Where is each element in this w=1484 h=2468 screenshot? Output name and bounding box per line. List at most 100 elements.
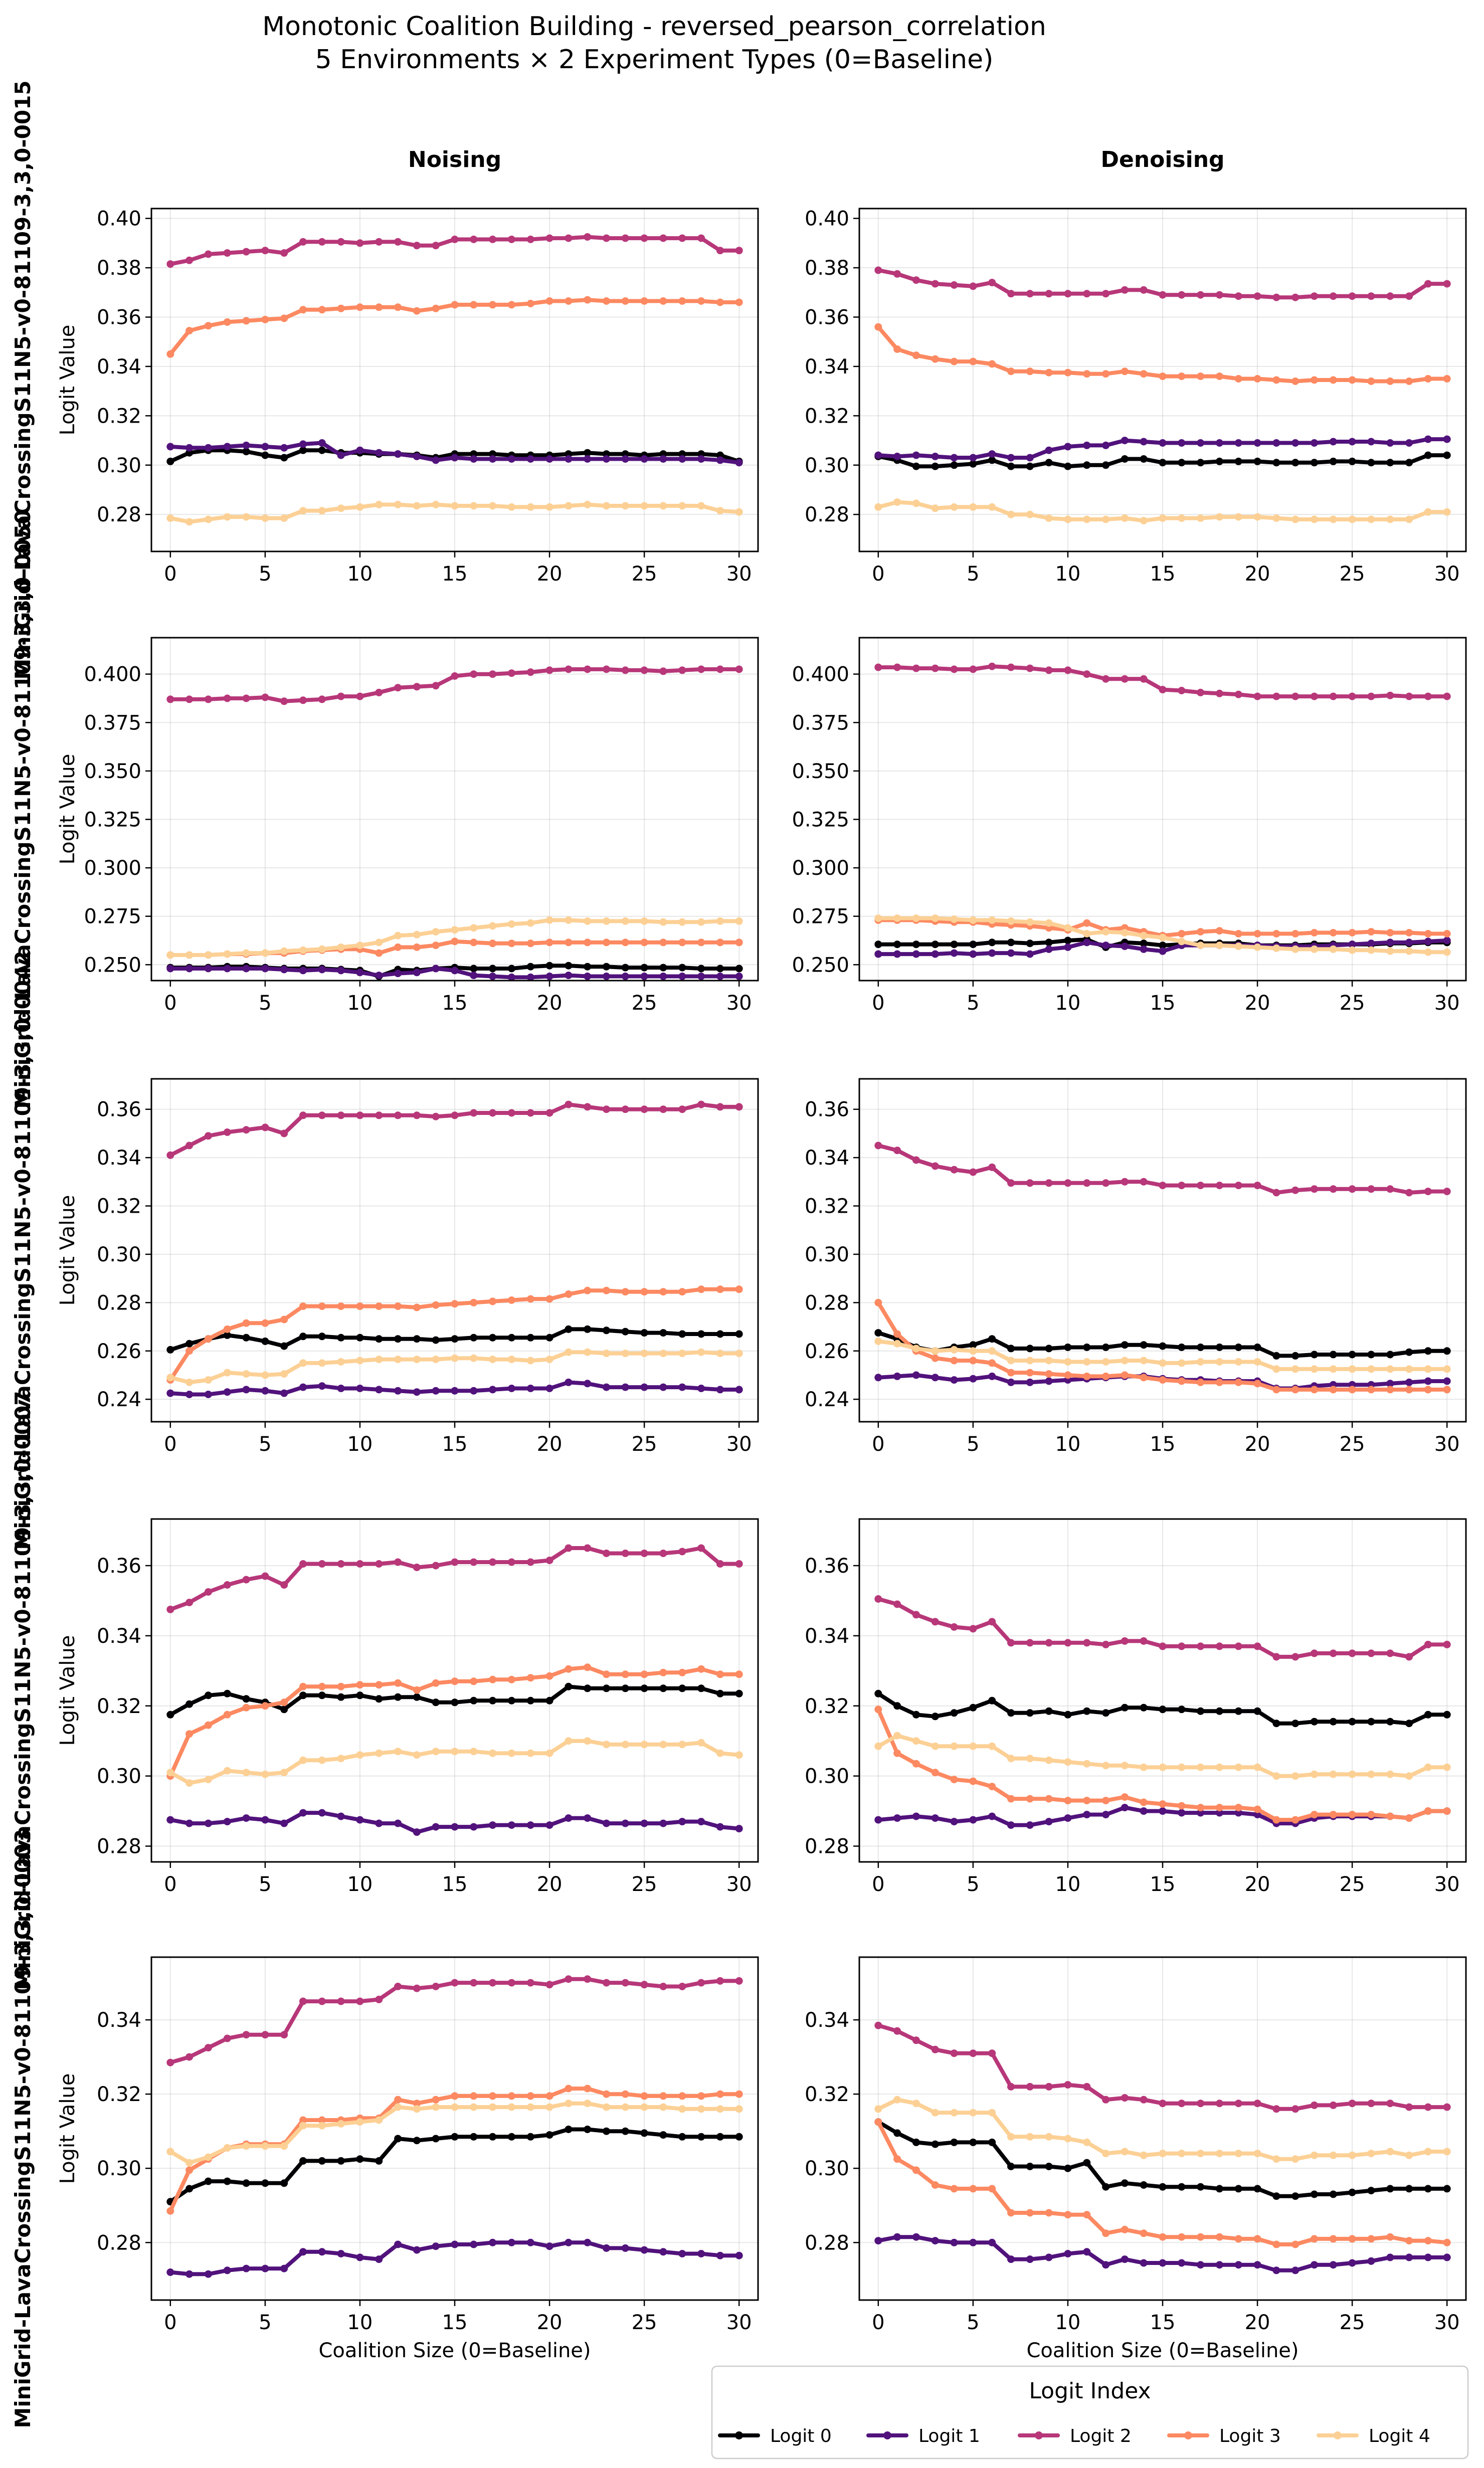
data-point-logit-2 [1348, 692, 1356, 700]
data-point-logit-4 [659, 1350, 667, 1358]
data-point-logit-2 [186, 2053, 194, 2061]
data-point-logit-1 [988, 949, 996, 957]
data-point-logit-0 [603, 1326, 610, 1335]
data-point-logit-2 [186, 256, 194, 264]
data-point-logit-1 [716, 1386, 724, 1394]
data-point-logit-3 [186, 1730, 194, 1738]
data-point-logit-2 [261, 2031, 269, 2039]
data-point-logit-0 [489, 965, 497, 973]
data-point-logit-3 [166, 2207, 174, 2215]
data-point-logit-4 [697, 2105, 705, 2113]
data-point-logit-2 [507, 1979, 515, 1987]
data-point-logit-2 [1348, 1185, 1356, 1193]
data-point-logit-0 [1234, 2185, 1242, 2193]
data-point-logit-1 [1121, 942, 1129, 951]
data-point-logit-0 [280, 2179, 288, 2187]
y-tick-label: 0.28 [97, 1835, 141, 1858]
data-point-logit-2 [1007, 1639, 1015, 1647]
data-point-logit-4 [186, 2159, 194, 2167]
data-point-logit-4 [584, 2100, 592, 2108]
data-point-logit-2 [318, 238, 326, 246]
data-point-logit-3 [1386, 377, 1394, 385]
data-point-logit-1 [1026, 1821, 1034, 1829]
data-point-logit-4 [1367, 1365, 1375, 1373]
x-tick-label: 25 [632, 992, 657, 1015]
data-point-logit-2 [223, 1581, 231, 1589]
legend-label-logit-2: Logit 2 [1070, 2426, 1132, 2446]
data-point-logit-3 [950, 1357, 958, 1365]
data-point-logit-2 [166, 1605, 174, 1613]
data-point-logit-4 [931, 1742, 939, 1750]
data-point-logit-4 [1121, 929, 1129, 936]
data-point-logit-2 [1253, 1182, 1261, 1190]
data-point-logit-1 [223, 2266, 231, 2274]
data-point-logit-3 [1121, 1793, 1129, 1801]
y-tick-label: 0.28 [805, 2231, 849, 2254]
data-point-logit-3 [261, 1702, 269, 1710]
data-point-logit-1 [413, 453, 421, 460]
data-point-logit-2 [1102, 2096, 1110, 2104]
data-point-logit-1 [874, 451, 882, 459]
x-tick-label: 0 [872, 1433, 884, 1456]
data-point-logit-0 [1140, 939, 1148, 947]
data-point-logit-3 [565, 1665, 573, 1673]
x-tick-label: 15 [1150, 562, 1176, 586]
data-point-logit-4 [893, 914, 901, 922]
data-point-logit-3 [1329, 1386, 1337, 1394]
x-tick-label: 30 [1434, 992, 1460, 1015]
data-point-logit-1 [893, 950, 901, 958]
data-point-logit-1 [1348, 2259, 1356, 2267]
data-point-logit-0 [584, 1325, 592, 1333]
data-point-logit-3 [1159, 1376, 1167, 1384]
data-point-logit-4 [432, 1356, 440, 1364]
data-point-logit-0 [186, 2185, 194, 2193]
data-point-logit-4 [1026, 2133, 1034, 2141]
data-point-logit-4 [1405, 947, 1413, 955]
data-point-logit-2 [432, 242, 440, 250]
data-point-logit-1 [470, 972, 478, 980]
data-point-logit-0 [242, 2179, 250, 2187]
row-label: MiniGrid-LavaCrossingS11N5-v0-81109-3,3,… [11, 1391, 35, 1990]
data-point-logit-1 [186, 1819, 194, 1827]
y-tick-label: 0.38 [97, 257, 141, 280]
data-point-logit-1 [186, 444, 194, 452]
data-point-logit-0 [603, 963, 610, 971]
data-point-logit-2 [1443, 1640, 1451, 1648]
data-point-logit-4 [413, 502, 421, 510]
data-point-logit-2 [1102, 675, 1110, 683]
data-point-logit-2 [451, 1111, 459, 1119]
data-point-logit-4 [659, 918, 667, 926]
data-point-logit-0 [1253, 2185, 1261, 2193]
data-point-logit-1 [1197, 439, 1205, 447]
data-point-logit-1 [356, 969, 364, 977]
data-point-logit-1 [640, 1383, 648, 1391]
data-point-logit-1 [1386, 1380, 1394, 1388]
data-point-logit-3 [223, 318, 231, 326]
x-tick-label: 15 [1150, 992, 1176, 1015]
y-tick-label: 0.300 [84, 857, 141, 880]
data-point-logit-0 [356, 1691, 364, 1699]
data-point-logit-4 [280, 947, 288, 955]
data-point-logit-2 [545, 234, 553, 242]
panel-r1-c0-frame [150, 637, 759, 982]
data-point-logit-1 [280, 444, 288, 452]
panel-r1-c0: 0 5 10 15 20 25 300.2500.2750.3000.3250.3500.3… [56, 637, 759, 1015]
data-point-logit-4 [716, 1350, 724, 1358]
data-point-logit-0 [1102, 2183, 1110, 2191]
y-tick-label: 0.26 [805, 1340, 849, 1363]
data-point-logit-4 [697, 502, 705, 510]
data-point-logit-4 [969, 1742, 977, 1750]
data-point-logit-2 [931, 2045, 939, 2053]
data-point-logit-2 [1234, 1182, 1242, 1190]
data-point-logit-1 [166, 1389, 174, 1397]
data-point-logit-0 [1367, 2187, 1375, 2195]
data-point-logit-4 [1102, 2150, 1110, 2158]
data-point-logit-1 [375, 972, 383, 980]
data-point-logit-4 [1424, 948, 1432, 956]
data-point-logit-0 [1026, 2163, 1034, 2170]
data-point-logit-1 [526, 1385, 534, 1392]
data-point-logit-1 [1064, 1814, 1072, 1822]
data-point-logit-2 [893, 2027, 901, 2035]
data-point-logit-3 [1026, 1795, 1034, 1803]
data-point-logit-1 [1159, 439, 1167, 447]
